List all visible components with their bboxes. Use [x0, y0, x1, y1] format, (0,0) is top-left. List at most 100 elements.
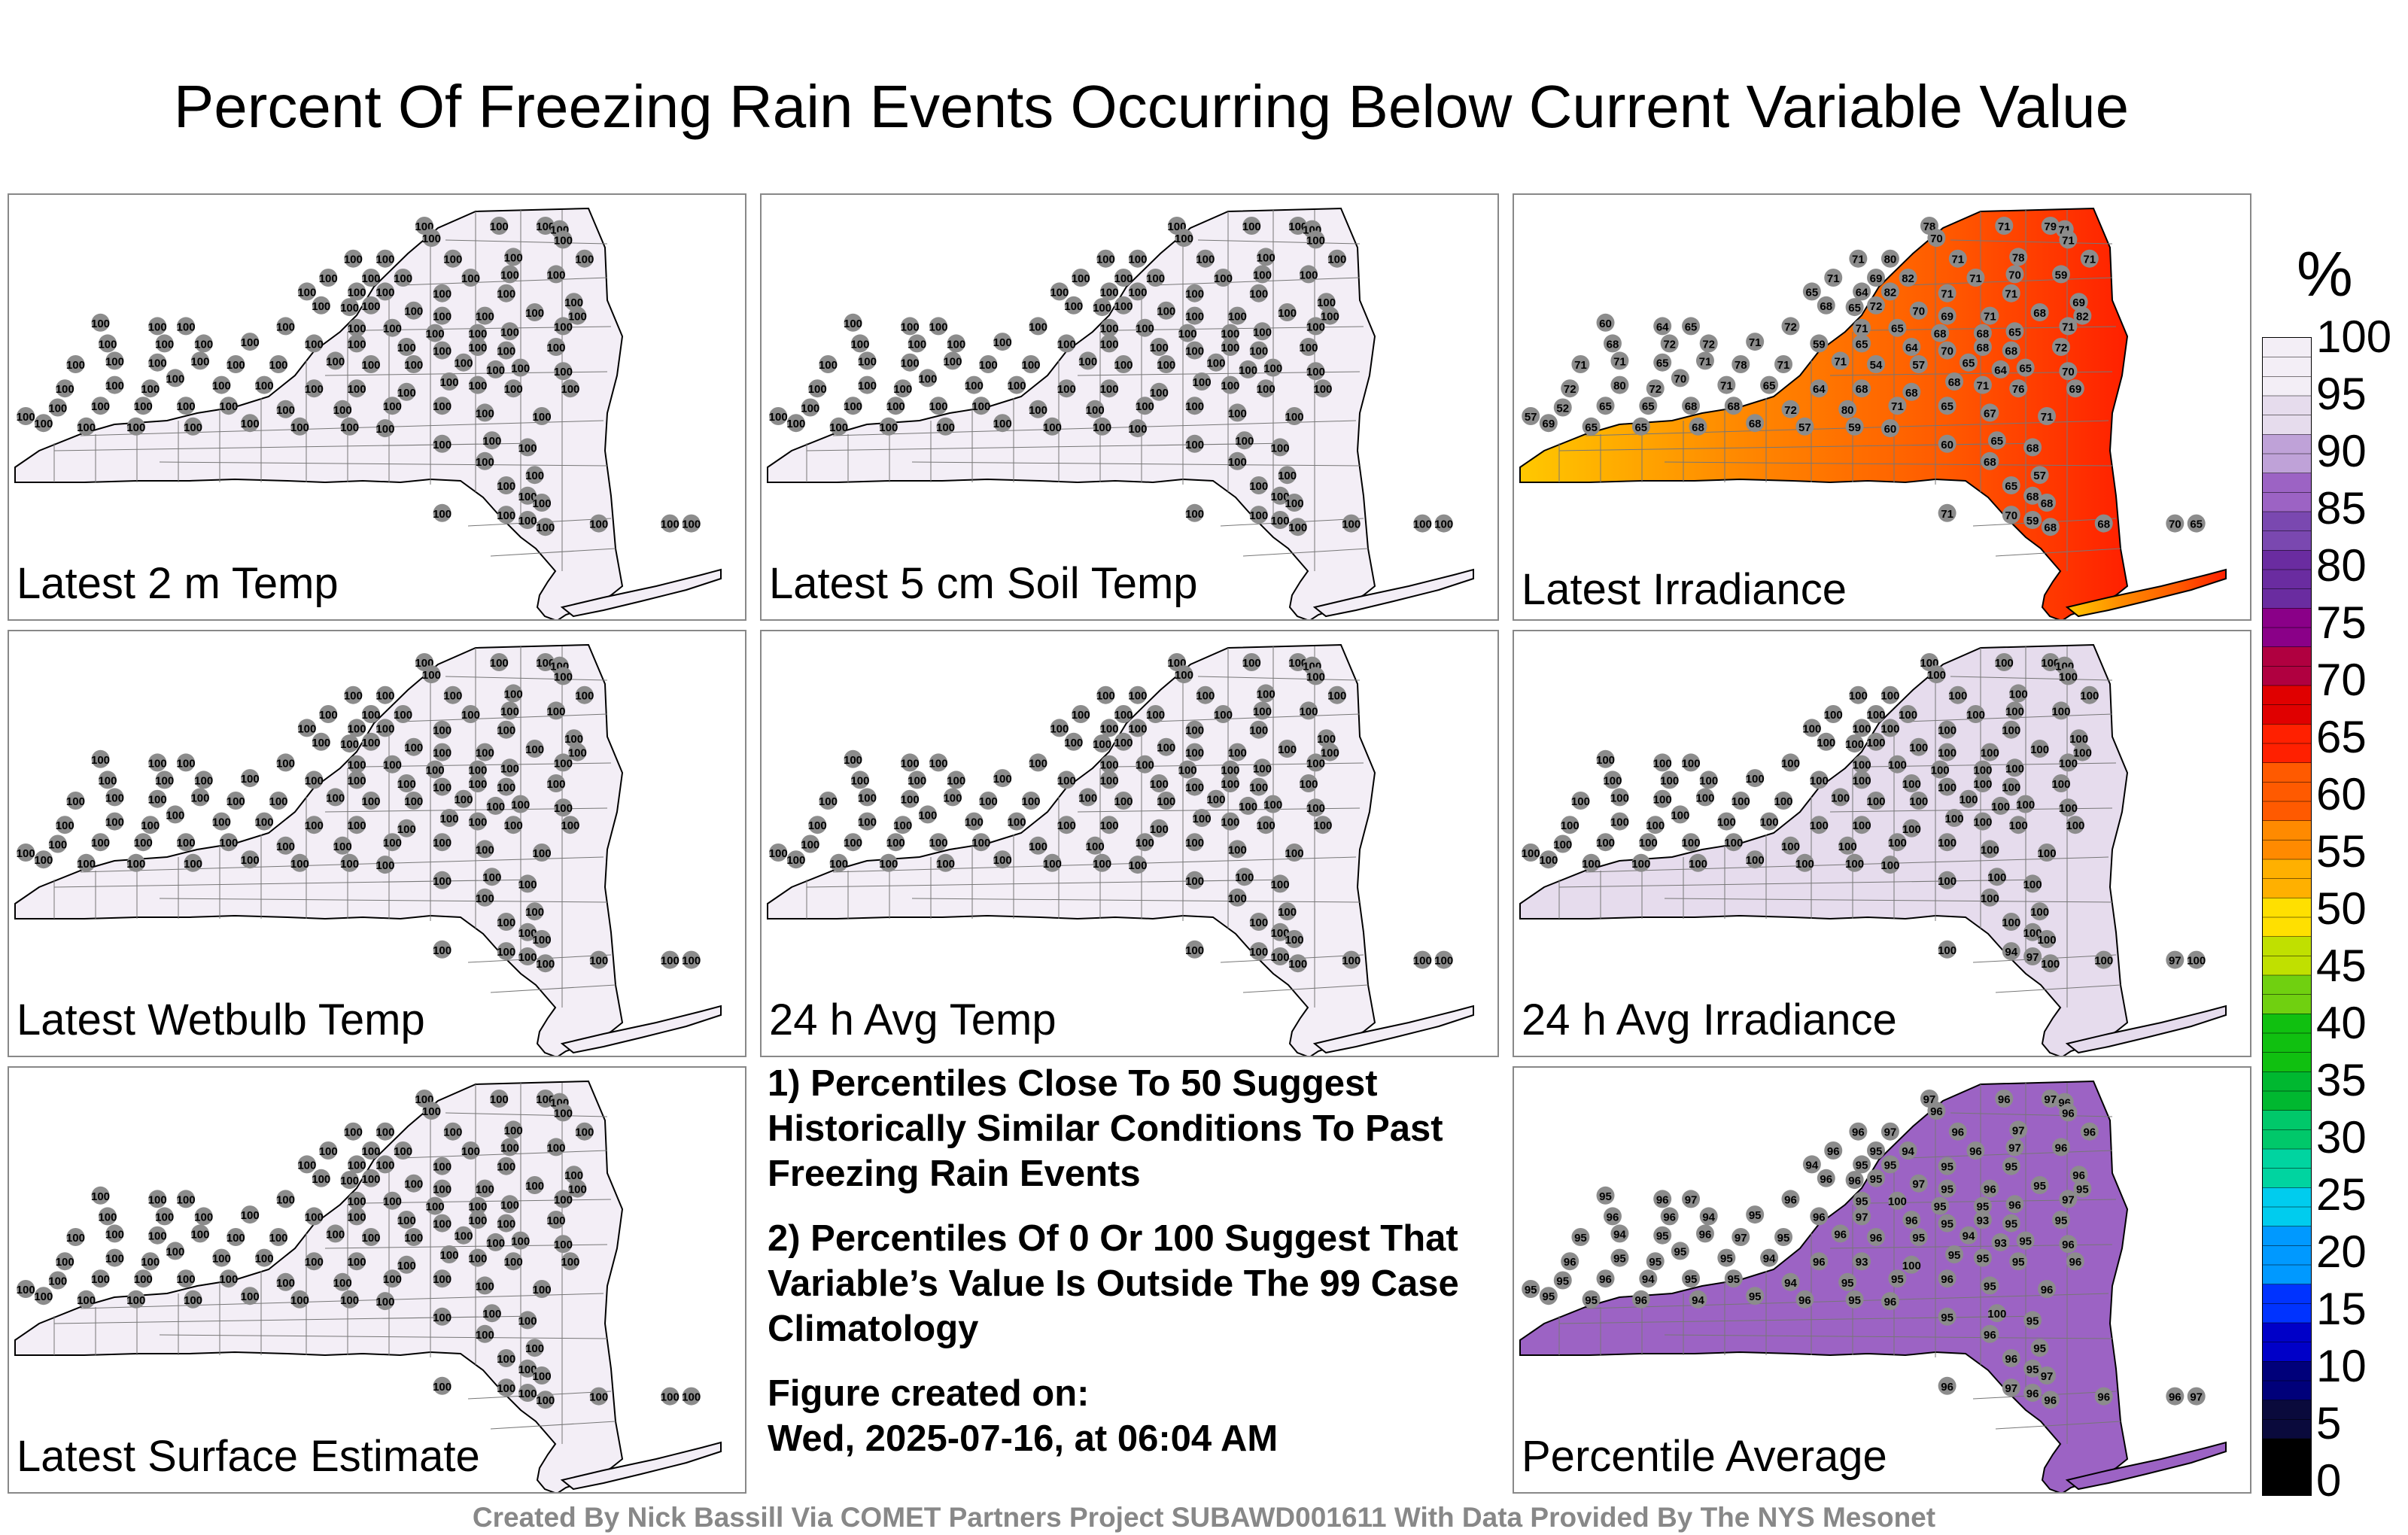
station-value: 100	[91, 754, 110, 767]
station-value: 100	[312, 737, 330, 749]
station-marker: 100	[1653, 789, 1672, 808]
station-value: 100	[433, 782, 451, 795]
station-value: 100	[1257, 819, 1275, 832]
station-value: 100	[1008, 380, 1026, 393]
station-marker: 97	[1880, 1122, 1899, 1141]
station-marker: 100	[1228, 451, 1247, 470]
station-marker: 100	[219, 1269, 238, 1288]
station-marker: 100	[1235, 868, 1254, 886]
station-marker: 100	[1196, 685, 1215, 704]
station-marker: 68	[1689, 417, 1707, 436]
station-value: 76	[2012, 383, 2025, 396]
station-value: 100	[105, 816, 124, 829]
station-marker: 100	[1313, 816, 1332, 834]
station-marker: 100	[901, 317, 920, 336]
station-value: 100	[1221, 380, 1239, 393]
station-value: 100	[1938, 725, 1956, 737]
station-value: 100	[504, 1256, 523, 1269]
station-marker: 96	[1849, 1122, 1868, 1141]
station-value: 72	[2055, 342, 2068, 354]
station-marker: 100	[1100, 755, 1119, 774]
station-marker: 100	[1660, 771, 1679, 789]
station-value: 100	[1114, 795, 1133, 808]
station-marker: 100	[2059, 667, 2078, 685]
station-value: 100	[348, 819, 366, 832]
station-marker: 100	[433, 1307, 451, 1326]
station-value: 71	[2062, 234, 2075, 247]
station-marker: 100	[148, 753, 167, 772]
station-value: 100	[829, 421, 848, 434]
station-marker: 100	[194, 1207, 213, 1226]
station-marker: 100	[1193, 809, 1212, 827]
station-marker: 100	[177, 397, 196, 415]
station-marker: 100	[1136, 397, 1154, 415]
station-marker: 100	[1100, 318, 1119, 337]
station-marker: 100	[66, 1228, 85, 1246]
station-marker: 100	[589, 1387, 608, 1406]
station-value: 100	[1022, 359, 1041, 372]
station-value: 95	[2033, 1342, 2046, 1355]
station-marker: 100	[433, 503, 451, 522]
station-marker: 100	[422, 665, 441, 684]
station-value: 100	[1938, 747, 1956, 760]
station-marker: 65	[1639, 397, 1658, 415]
station-value: 100	[1342, 955, 1361, 968]
station-value: 100	[1136, 400, 1154, 413]
station-marker: 100	[290, 417, 309, 436]
station-marker: 100	[1114, 296, 1133, 315]
station-value: 100	[482, 435, 501, 448]
station-value: 100	[66, 795, 85, 808]
station-value: 100	[901, 757, 920, 770]
station-marker: 100	[500, 758, 519, 777]
station-marker: 100	[2038, 930, 2057, 948]
station-value: 100	[554, 670, 573, 683]
station-marker: 100	[829, 417, 848, 436]
station-value: 100	[2002, 782, 2020, 795]
station-marker: 100	[1263, 358, 1282, 377]
station-value: 100	[2059, 757, 2078, 770]
station-marker: 100	[1128, 282, 1147, 301]
station-value: 65	[1685, 321, 1698, 333]
station-marker: 100	[1880, 685, 1899, 704]
station-marker: 100	[858, 375, 877, 394]
station-value: 100	[1522, 847, 1540, 860]
station-value: 59	[1848, 421, 1861, 434]
station-marker: 100	[1022, 355, 1041, 373]
long-island	[2065, 1005, 2227, 1054]
station-marker: 100	[943, 351, 962, 370]
station-value: 100	[1271, 515, 1290, 527]
station-value: 100	[319, 272, 338, 285]
station-value: 100	[105, 1253, 124, 1266]
station-marker: 65	[1845, 298, 1864, 317]
station-value: 100	[433, 837, 451, 850]
station-marker: 100	[56, 379, 74, 398]
station-marker: 100	[1603, 771, 1622, 789]
station-marker: 100	[858, 812, 877, 831]
panel-label: Latest 5 cm Soil Temp	[769, 559, 1198, 608]
station-value: 69	[2072, 296, 2085, 309]
station-value: 100	[348, 722, 366, 735]
station-marker: 100	[348, 1252, 366, 1271]
station-marker: 100	[1114, 705, 1133, 723]
colorbar-segment	[2262, 955, 2312, 976]
station-value: 95	[1727, 1273, 1740, 1286]
station-marker: 100	[404, 355, 423, 373]
station-value: 100	[1221, 342, 1239, 354]
station-value: 100	[589, 1391, 608, 1404]
station-marker: 100	[1249, 913, 1268, 931]
station-value: 100	[1057, 338, 1076, 351]
station-marker: 100	[482, 1304, 501, 1323]
station-value: 100	[1973, 816, 1992, 829]
colorbar-segment	[2262, 337, 2312, 357]
station-value: 100	[879, 858, 898, 871]
station-marker: 100	[1849, 685, 1868, 704]
station-marker: 100	[340, 298, 359, 317]
station-value: 100	[929, 757, 948, 770]
station-marker: 100	[554, 230, 573, 249]
station-marker: 95	[1746, 1287, 1765, 1306]
station-value: 95	[1884, 1159, 1897, 1172]
station-marker: 100	[1285, 843, 1304, 862]
station-marker: 100	[844, 833, 862, 852]
station-marker: 100	[1253, 265, 1272, 284]
station-marker: 100	[1938, 743, 1956, 761]
